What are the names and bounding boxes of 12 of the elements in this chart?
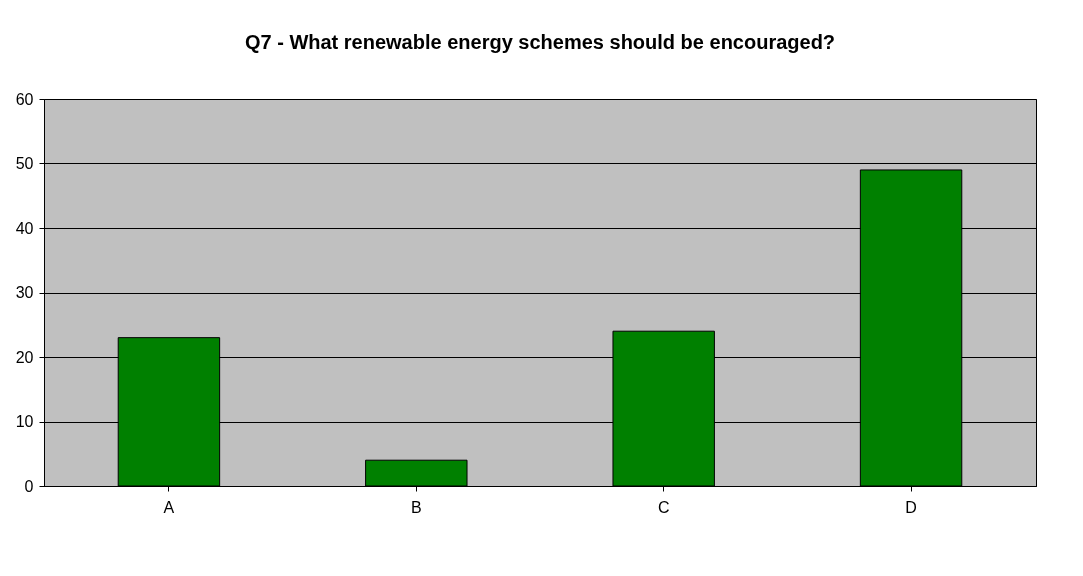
y-tick-label: 0	[24, 477, 34, 495]
y-tick-label: 50	[15, 155, 34, 172]
chart-title: Q7 - What renewable energy schemes should be encouraged?	[244, 31, 836, 53]
y-tick-label: 10	[15, 413, 34, 430]
x-tick-label: D	[905, 498, 917, 516]
y-tick-label: 60	[15, 90, 34, 108]
y-tick-label: 20	[15, 348, 34, 366]
x-tick-label: C	[657, 498, 670, 516]
x-tick-label: B	[410, 498, 422, 516]
y-tick-label: 30	[15, 284, 34, 301]
x-tick-label: A	[163, 498, 175, 516]
y-tick-label: 40	[15, 219, 34, 237]
